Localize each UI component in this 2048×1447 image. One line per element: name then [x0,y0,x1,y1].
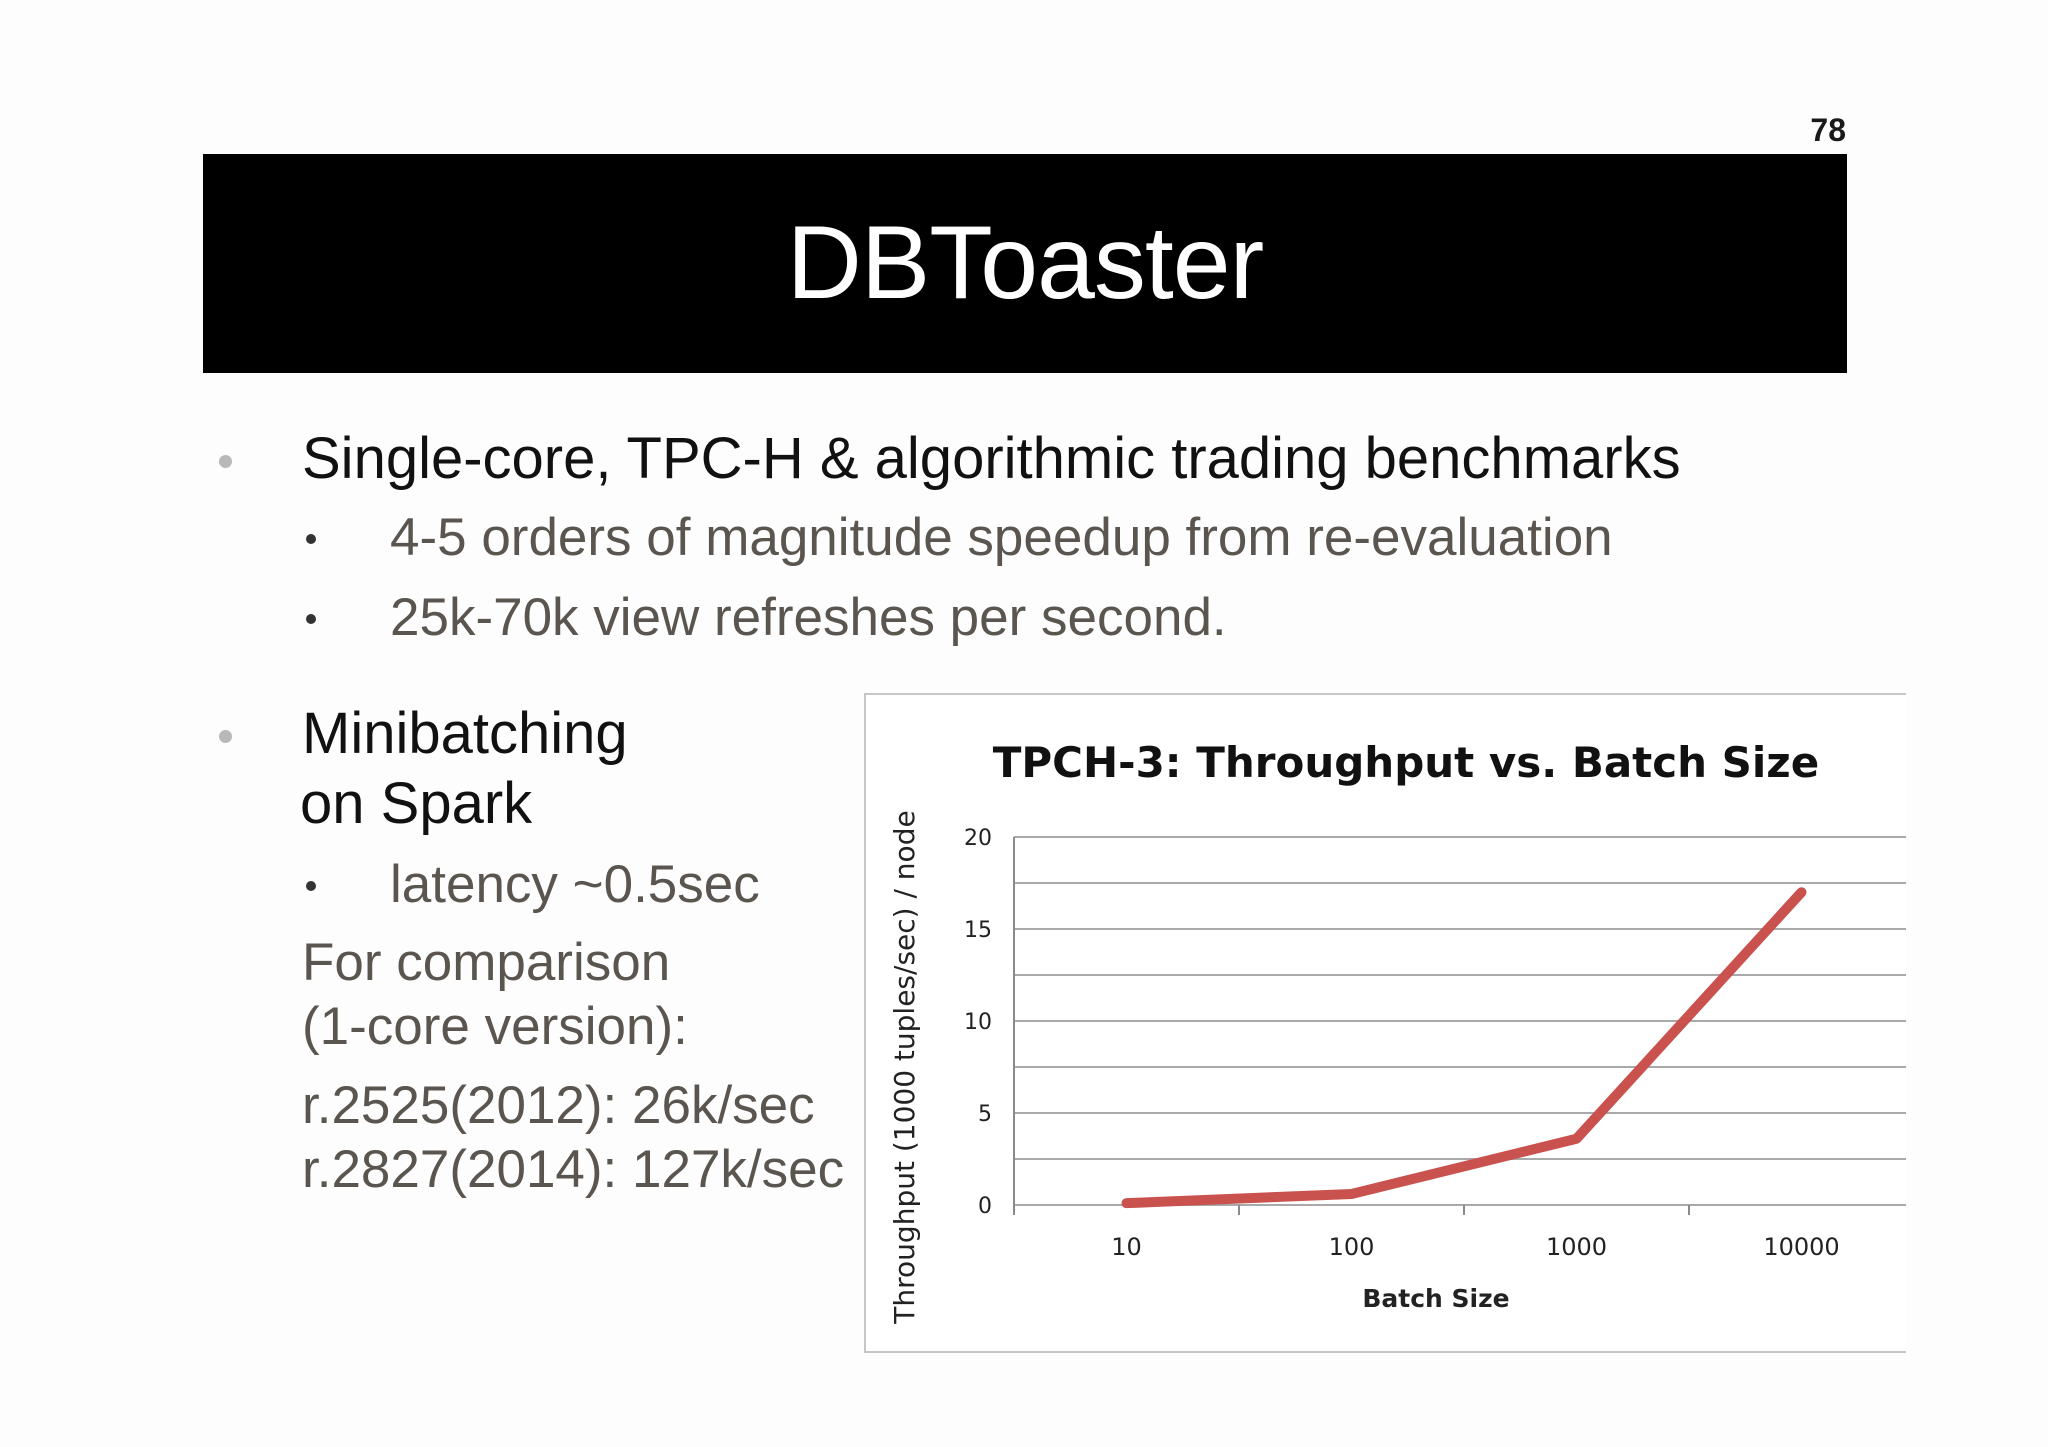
comparison-heading-cont: (1-core version): [302,997,688,1056]
y-tick-label: 10 [964,1010,992,1035]
bullet-dot [219,730,232,743]
x-axis-label: Batch Size [1362,1284,1509,1313]
y-tick-label: 15 [964,918,992,943]
y-tick-label: 0 [978,1194,992,1219]
bullet-benchmarks: Single-core, TPC-H & algorithmic trading… [302,426,1681,491]
y-tick-label: 20 [964,826,992,851]
slide-title: DBToaster [786,205,1265,321]
y-axis-label: Throughput (1000 tuples/sec) / node [888,810,921,1324]
sub-bullet-dot [306,881,316,891]
page-number: 78 [1810,112,1846,148]
throughput-chart: TPCH-3: Throughput vs. Batch Size 0 5 10 15… [864,693,1906,1353]
gridlines [1014,836,1906,1206]
chart-title: TPCH-3: Throughput vs. Batch Size [993,738,1820,787]
sub-bullet-speedup: 4-5 orders of magnitude speedup from re-… [390,508,1613,567]
bullet-minibatching-cont: on Spark [300,771,533,836]
bullet-minibatching: Minibatching [302,701,628,766]
series-lines [1121,887,1807,1209]
sub-bullet-dot [306,534,316,544]
sub-bullet-refreshes: 25k-70k view refreshes per second. [390,588,1227,647]
comparison-r2525: r.2525(2012): 26k/sec [302,1076,815,1135]
x-tick-label: 10000 [1763,1233,1839,1261]
comparison-r2827: r.2827(2014): 127k/sec [302,1140,845,1199]
chart-svg: TPCH-3: Throughput vs. Batch Size 0 5 10 15… [888,738,1906,1325]
bullet-dot [219,455,232,468]
title-bar: DBToaster [203,154,1847,373]
sub-bullet-latency: latency ~0.5sec [390,855,760,914]
axes: 0 5 10 15 20 10 100 1000 10000 [964,826,1840,1261]
series-line [1121,887,1807,1209]
sub-bullet-dot [306,614,316,624]
x-tick-label: 10 [1111,1233,1142,1261]
y-tick-label: 5 [978,1102,992,1127]
x-tick-label: 1000 [1546,1233,1607,1261]
x-tick-label: 100 [1329,1233,1375,1261]
comparison-heading: For comparison [302,933,671,992]
